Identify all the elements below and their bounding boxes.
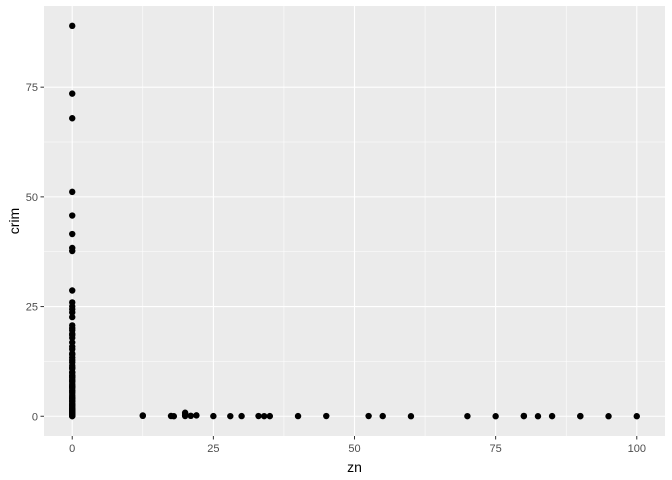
data-point — [69, 334, 76, 342]
data-point — [69, 313, 76, 321]
data-point — [323, 412, 330, 420]
data-point — [69, 412, 76, 420]
x-tick-label: 75 — [490, 443, 502, 455]
data-point — [69, 212, 76, 219]
x-axis-title: zn — [347, 459, 362, 475]
data-point — [379, 412, 386, 420]
y-axis-title: crim — [6, 208, 22, 234]
data-point — [407, 413, 415, 420]
data-point — [238, 412, 245, 420]
data-point — [170, 413, 178, 420]
x-tick-label: 25 — [207, 443, 219, 455]
data-point — [139, 412, 146, 420]
data-point — [69, 115, 76, 122]
data-point — [577, 412, 584, 420]
x-axis-ticks: 0 25 50 75 100 — [69, 436, 646, 455]
data-point — [492, 413, 499, 420]
data-point — [294, 412, 302, 420]
data-point — [69, 188, 76, 196]
data-point — [193, 412, 200, 419]
data-point — [69, 22, 76, 30]
data-point — [69, 309, 76, 316]
data-point — [227, 412, 234, 420]
y-axis-ticks: 0 25 50 75 — [26, 82, 44, 423]
data-point — [69, 247, 76, 255]
x-tick-label: 100 — [628, 443, 646, 455]
data-point — [210, 412, 217, 420]
data-point — [534, 413, 542, 420]
data-point — [266, 412, 274, 420]
data-points — [69, 22, 640, 420]
x-tick-label: 50 — [348, 443, 360, 455]
data-point — [181, 412, 189, 420]
data-point — [520, 412, 528, 420]
data-point — [633, 413, 640, 420]
data-point — [605, 413, 612, 420]
data-point — [69, 230, 76, 238]
data-point — [464, 412, 471, 420]
y-tick-label: 25 — [26, 302, 38, 314]
data-point — [69, 287, 76, 294]
data-point — [187, 412, 194, 420]
y-tick-label: 0 — [32, 411, 38, 423]
y-tick-label: 50 — [26, 192, 38, 204]
y-tick-label: 75 — [26, 82, 38, 94]
data-point — [365, 412, 372, 420]
data-point — [548, 412, 556, 420]
x-tick-label: 0 — [69, 443, 75, 455]
major-gridlines — [44, 6, 665, 436]
data-point — [255, 412, 262, 420]
data-point — [260, 412, 268, 420]
data-point — [69, 90, 76, 97]
